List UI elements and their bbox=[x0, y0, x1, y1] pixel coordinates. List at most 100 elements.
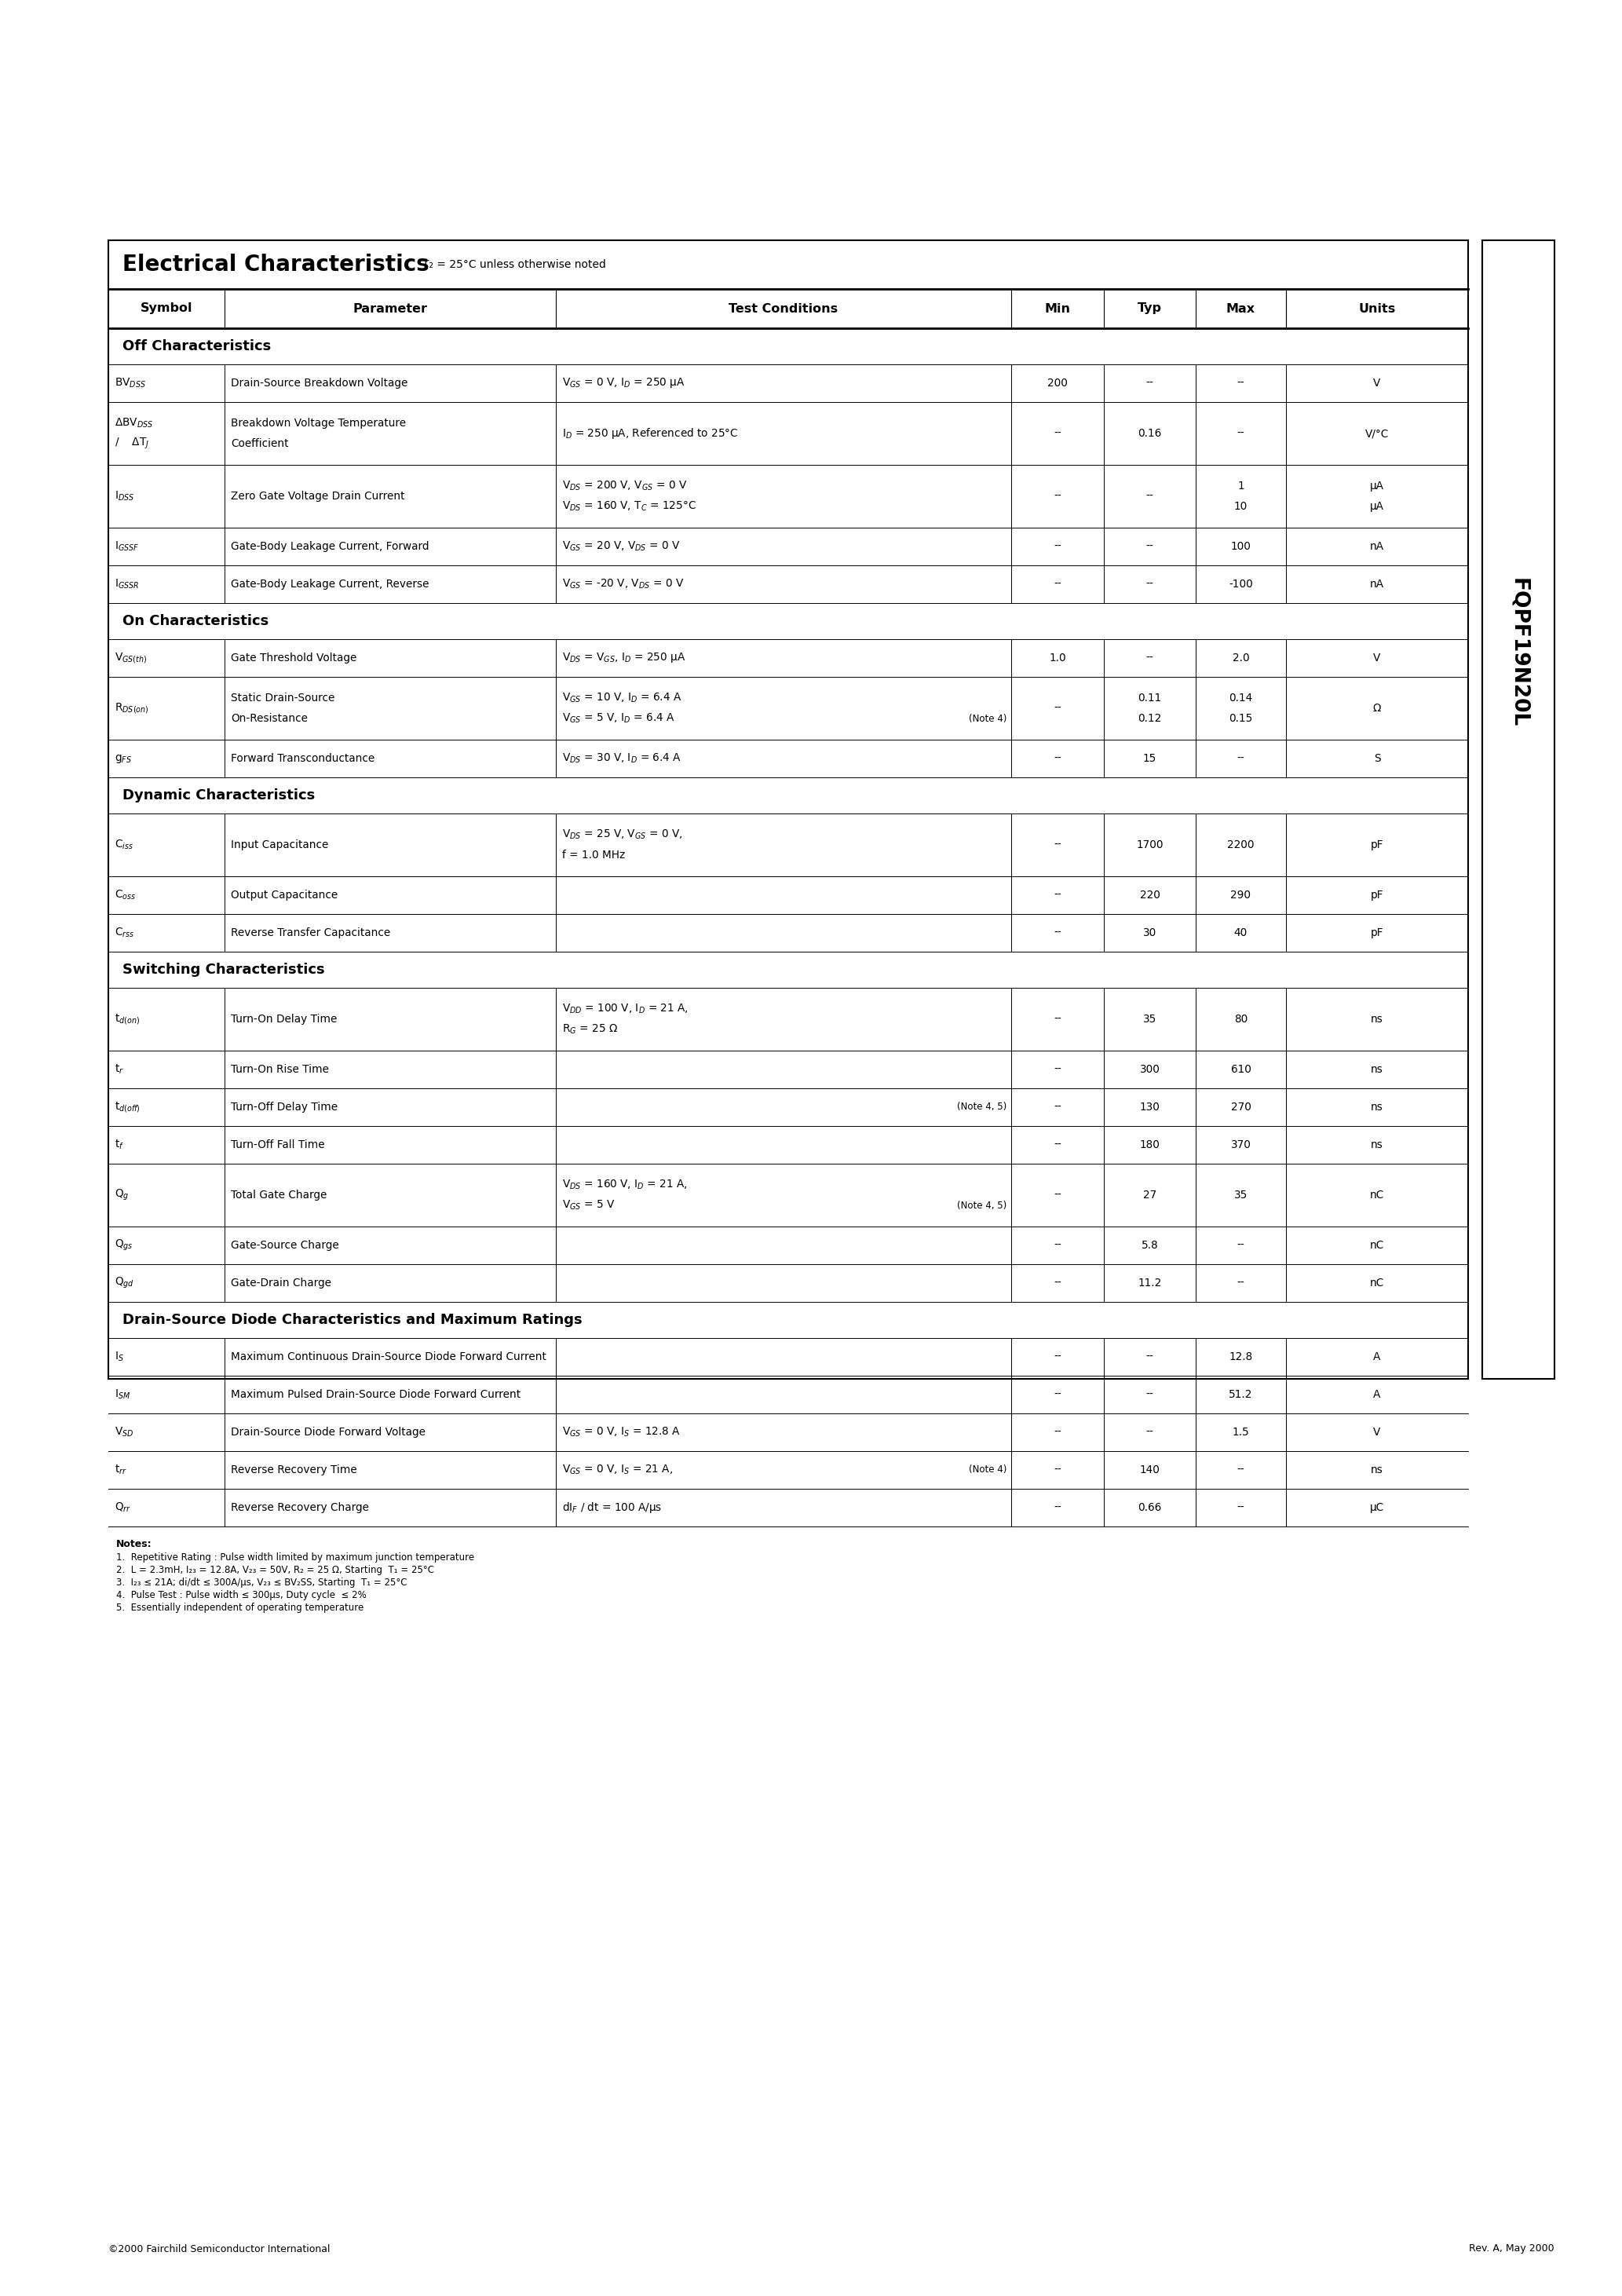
Text: A: A bbox=[1374, 1352, 1380, 1362]
Text: Static Drain-Source: Static Drain-Source bbox=[230, 693, 334, 703]
Text: t$_f$: t$_f$ bbox=[115, 1139, 123, 1150]
Text: 5.  Essentially independent of operating temperature: 5. Essentially independent of operating … bbox=[117, 1603, 363, 1612]
Text: --: -- bbox=[1054, 840, 1061, 850]
Text: Maximum Continuous Drain-Source Diode Forward Current: Maximum Continuous Drain-Source Diode Fo… bbox=[230, 1352, 547, 1362]
Text: --: -- bbox=[1145, 542, 1153, 551]
Text: --: -- bbox=[1054, 889, 1061, 900]
Text: 370: 370 bbox=[1231, 1139, 1251, 1150]
Text: --: -- bbox=[1054, 1139, 1061, 1150]
Text: 2.0: 2.0 bbox=[1233, 652, 1249, 664]
Text: 0.14: 0.14 bbox=[1229, 693, 1252, 703]
Text: /    ΔT$_J$: / ΔT$_J$ bbox=[115, 436, 149, 450]
Text: V$_{DS}$ = 25 V, V$_{GS}$ = 0 V,: V$_{DS}$ = 25 V, V$_{GS}$ = 0 V, bbox=[563, 829, 683, 840]
Text: --: -- bbox=[1145, 1389, 1153, 1401]
Text: Typ: Typ bbox=[1137, 303, 1161, 315]
Text: --: -- bbox=[1238, 379, 1244, 388]
Text: 35: 35 bbox=[1144, 1015, 1156, 1024]
Text: Q$_{gd}$: Q$_{gd}$ bbox=[115, 1277, 135, 1290]
Text: 3.  I₂₃ ≤ 21A; di/dt ≤ 300A/μs, V₂₃ ≤ BV₂SS, Starting  T₁ = 25°C: 3. I₂₃ ≤ 21A; di/dt ≤ 300A/μs, V₂₃ ≤ BV₂… bbox=[117, 1577, 407, 1589]
Text: μC: μC bbox=[1371, 1502, 1384, 1513]
Text: --: -- bbox=[1145, 491, 1153, 503]
Text: 100: 100 bbox=[1231, 542, 1251, 551]
Text: 11.2: 11.2 bbox=[1139, 1277, 1161, 1288]
Text: Units: Units bbox=[1359, 303, 1395, 315]
Text: Maximum Pulsed Drain-Source Diode Forward Current: Maximum Pulsed Drain-Source Diode Forwar… bbox=[230, 1389, 521, 1401]
Text: 180: 180 bbox=[1140, 1139, 1160, 1150]
Text: 270: 270 bbox=[1231, 1102, 1251, 1114]
Text: pF: pF bbox=[1371, 889, 1384, 900]
Text: t$_{d(off)}$: t$_{d(off)}$ bbox=[115, 1100, 141, 1114]
Text: Reverse Recovery Charge: Reverse Recovery Charge bbox=[230, 1502, 368, 1513]
Text: Max: Max bbox=[1226, 303, 1255, 315]
Text: 10: 10 bbox=[1234, 501, 1247, 512]
Text: (Note 4, 5): (Note 4, 5) bbox=[957, 1201, 1007, 1210]
Text: I$_S$: I$_S$ bbox=[115, 1350, 123, 1364]
Text: 51.2: 51.2 bbox=[1229, 1389, 1252, 1401]
Text: --: -- bbox=[1238, 1277, 1244, 1288]
Text: Total Gate Charge: Total Gate Charge bbox=[230, 1189, 328, 1201]
Text: (Note 4, 5): (Note 4, 5) bbox=[957, 1102, 1007, 1111]
Text: --: -- bbox=[1054, 1015, 1061, 1024]
Text: V$_{DS}$ = 200 V, V$_{GS}$ = 0 V: V$_{DS}$ = 200 V, V$_{GS}$ = 0 V bbox=[563, 480, 688, 494]
Text: Drain-Source Diode Characteristics and Maximum Ratings: Drain-Source Diode Characteristics and M… bbox=[123, 1313, 582, 1327]
Text: Parameter: Parameter bbox=[354, 303, 428, 315]
Bar bbox=[109, 241, 1468, 1380]
Text: I$_D$ = 250 μA, Referenced to 25°C: I$_D$ = 250 μA, Referenced to 25°C bbox=[563, 427, 738, 441]
Text: I$_{SM}$: I$_{SM}$ bbox=[115, 1389, 130, 1401]
Text: --: -- bbox=[1054, 1277, 1061, 1288]
Text: Test Conditions: Test Conditions bbox=[728, 303, 839, 315]
Text: V$_{GS}$ = 20 V, V$_{DS}$ = 0 V: V$_{GS}$ = 20 V, V$_{DS}$ = 0 V bbox=[563, 540, 680, 553]
Text: --: -- bbox=[1054, 1389, 1061, 1401]
Text: nA: nA bbox=[1371, 542, 1384, 551]
Text: 300: 300 bbox=[1140, 1063, 1160, 1075]
Text: 0.66: 0.66 bbox=[1139, 1502, 1161, 1513]
Text: t$_r$: t$_r$ bbox=[115, 1063, 123, 1077]
Text: Q$_{gs}$: Q$_{gs}$ bbox=[115, 1238, 133, 1254]
Text: 130: 130 bbox=[1140, 1102, 1160, 1114]
Text: V$_{GS}$ = 0 V, I$_D$ = 250 μA: V$_{GS}$ = 0 V, I$_D$ = 250 μA bbox=[563, 377, 684, 390]
Text: ns: ns bbox=[1371, 1139, 1384, 1150]
Text: 1.0: 1.0 bbox=[1049, 652, 1066, 664]
Text: --: -- bbox=[1145, 652, 1153, 664]
Text: C$_{iss}$: C$_{iss}$ bbox=[115, 838, 133, 852]
Text: --: -- bbox=[1054, 491, 1061, 503]
Text: --: -- bbox=[1054, 542, 1061, 551]
Text: f = 1.0 MHz: f = 1.0 MHz bbox=[563, 850, 624, 861]
Text: Notes:: Notes: bbox=[117, 1538, 152, 1550]
Text: Off Characteristics: Off Characteristics bbox=[123, 340, 271, 354]
Text: 610: 610 bbox=[1231, 1063, 1251, 1075]
Text: V$_{DS}$ = 160 V, T$_C$ = 125°C: V$_{DS}$ = 160 V, T$_C$ = 125°C bbox=[563, 501, 696, 512]
Text: nC: nC bbox=[1371, 1240, 1384, 1251]
Text: V$_{GS}$ = 0 V, I$_S$ = 12.8 A: V$_{GS}$ = 0 V, I$_S$ = 12.8 A bbox=[563, 1426, 680, 1440]
Text: ns: ns bbox=[1371, 1465, 1384, 1476]
Text: 140: 140 bbox=[1140, 1465, 1160, 1476]
Text: Q$_{rr}$: Q$_{rr}$ bbox=[115, 1502, 131, 1513]
Text: C$_{rss}$: C$_{rss}$ bbox=[115, 925, 135, 939]
Text: Coefficient: Coefficient bbox=[230, 439, 289, 450]
Text: --: -- bbox=[1054, 1240, 1061, 1251]
Text: μA: μA bbox=[1371, 480, 1384, 491]
Text: 27: 27 bbox=[1144, 1189, 1156, 1201]
Text: --: -- bbox=[1054, 1502, 1061, 1513]
Text: --: -- bbox=[1238, 1240, 1244, 1251]
Text: V/°C: V/°C bbox=[1366, 427, 1388, 439]
Text: 0.15: 0.15 bbox=[1229, 714, 1252, 723]
Text: 5.8: 5.8 bbox=[1142, 1240, 1158, 1251]
Text: 4.  Pulse Test : Pulse width ≤ 300μs, Duty cycle  ≤ 2%: 4. Pulse Test : Pulse width ≤ 300μs, Dut… bbox=[117, 1591, 367, 1600]
Text: Breakdown Voltage Temperature: Breakdown Voltage Temperature bbox=[230, 418, 406, 429]
Text: μA: μA bbox=[1371, 501, 1384, 512]
Text: 2200: 2200 bbox=[1228, 840, 1254, 850]
Text: --: -- bbox=[1145, 1426, 1153, 1437]
Text: I$_{GSSR}$: I$_{GSSR}$ bbox=[115, 579, 139, 590]
Text: V$_{GS}$ = 5 V: V$_{GS}$ = 5 V bbox=[563, 1199, 615, 1212]
Text: Turn-Off Fall Time: Turn-Off Fall Time bbox=[230, 1139, 324, 1150]
Text: --: -- bbox=[1238, 1502, 1244, 1513]
Text: Symbol: Symbol bbox=[141, 303, 193, 315]
Text: --: -- bbox=[1238, 1465, 1244, 1476]
Text: --: -- bbox=[1054, 1189, 1061, 1201]
Text: 80: 80 bbox=[1234, 1015, 1247, 1024]
Text: ns: ns bbox=[1371, 1102, 1384, 1114]
Text: --: -- bbox=[1054, 427, 1061, 439]
Text: Turn-On Delay Time: Turn-On Delay Time bbox=[230, 1015, 337, 1024]
Text: V$_{GS}$ = 0 V, I$_S$ = 21 A,: V$_{GS}$ = 0 V, I$_S$ = 21 A, bbox=[563, 1463, 673, 1476]
